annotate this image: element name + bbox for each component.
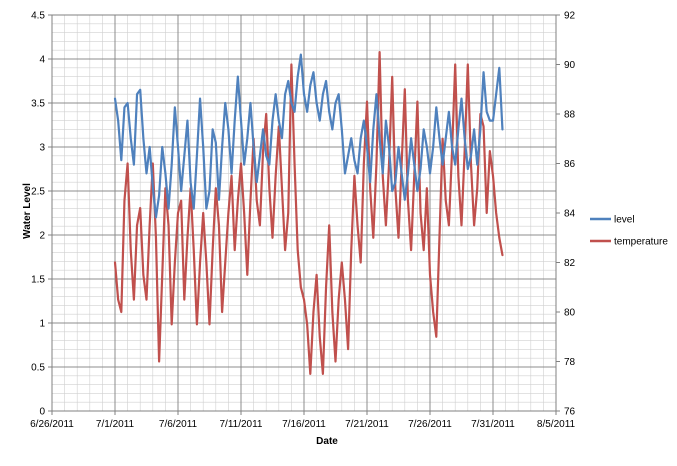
y-tick-label: 4.5 (31, 11, 45, 22)
y-axis-ticks: 0 0.5 1 1.5 2 2.5 3 3.5 4 4.5 (31, 11, 52, 418)
x-tick-label: 7/11/2011 (219, 419, 262, 430)
y2-tick-label: 84 (564, 209, 576, 220)
y-axis-title: Water Level (22, 183, 33, 239)
x-tick-label: 7/31/2011 (471, 419, 515, 430)
y-tick-label: 3.5 (31, 99, 45, 110)
x-axis-ticks: 6/26/2011 7/1/2011 7/6/2011 7/11/2011 7/16/2… (30, 411, 576, 430)
y2-tick-label: 86 (564, 159, 576, 170)
y-tick-label: 1.5 (31, 275, 45, 286)
y-tick-label: 3 (39, 143, 45, 154)
y-tick-label: 0.5 (31, 363, 45, 374)
series-layer (113, 51, 504, 375)
y-tick-label: 2.5 (31, 187, 45, 198)
y2-tick-label: 92 (564, 11, 576, 22)
x-tick-label: 7/26/2011 (408, 419, 452, 430)
x-tick-label: 7/16/2011 (282, 419, 326, 430)
legend-label-level: level (614, 215, 635, 226)
y-tick-label: 1 (39, 319, 45, 330)
x-tick-label: 8/5/2011 (537, 419, 576, 430)
x-axis-title: Date (316, 436, 338, 447)
y2-tick-label: 88 (564, 110, 576, 121)
x-tick-label: 7/1/2011 (96, 419, 135, 430)
y2-tick-label: 80 (564, 308, 576, 319)
series-line-level (113, 53, 504, 219)
series-line-temperature (113, 51, 504, 375)
y2-tick-label: 90 (564, 60, 576, 71)
x-tick-label: 6/26/2011 (30, 419, 74, 430)
y-tick-label: 2 (39, 231, 45, 242)
y2-tick-label: 82 (564, 258, 576, 269)
x-tick-label: 7/21/2011 (345, 419, 389, 430)
y2-tick-label: 76 (564, 407, 576, 418)
y2-tick-label: 78 (564, 357, 576, 368)
y-tick-label: 0 (39, 407, 45, 418)
legend: level temperature (590, 215, 668, 248)
y2-axis-ticks: 76 78 80 82 84 86 88 90 92 (556, 11, 576, 418)
y-tick-label: 4 (39, 55, 45, 66)
legend-label-temperature: temperature (614, 237, 668, 248)
x-tick-label: 7/6/2011 (159, 419, 198, 430)
